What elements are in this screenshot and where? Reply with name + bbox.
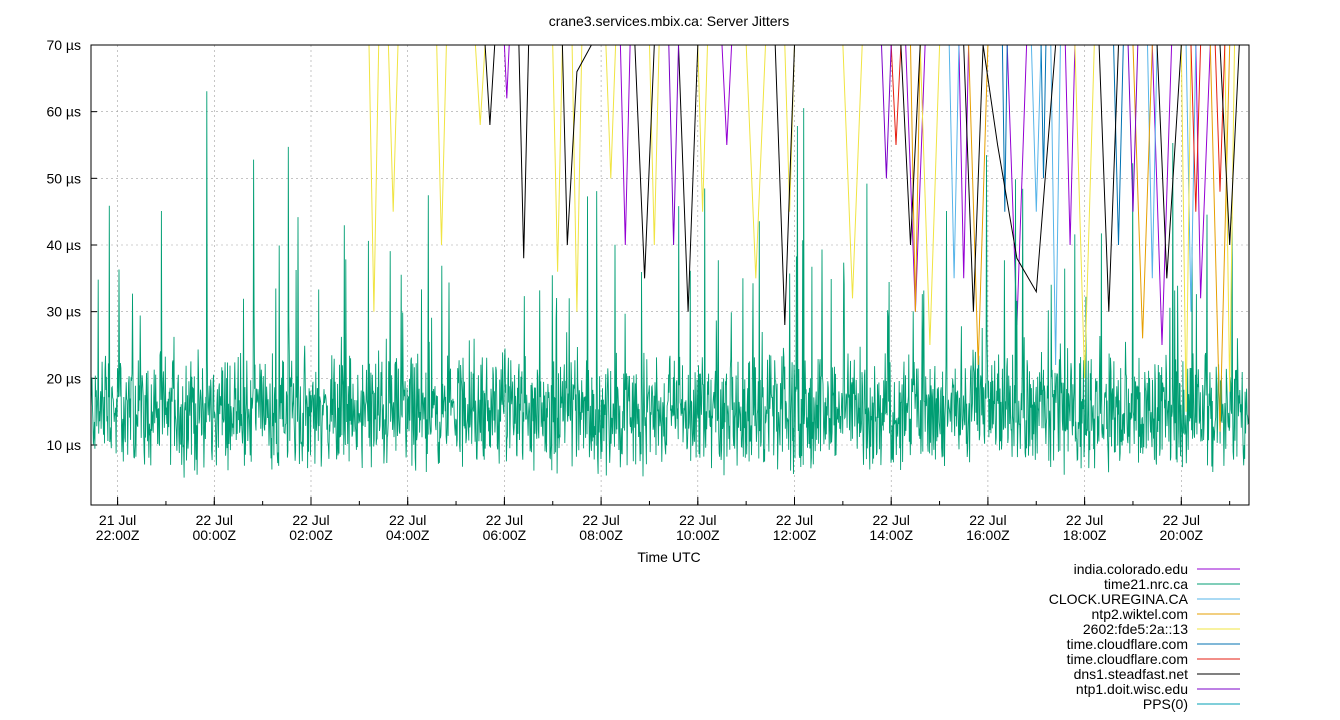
x-tick-date: 22 Jul: [292, 512, 329, 528]
x-tick-time: 20:00Z: [1160, 527, 1204, 543]
x-tick-time: 22:00Z: [96, 527, 140, 543]
y-tick-label: 10 µs: [46, 437, 81, 453]
x-tick-date: 22 Jul: [776, 512, 813, 528]
y-tick-label: 20 µs: [46, 370, 81, 386]
legend-label: ntp2.wiktel.com: [1092, 606, 1188, 622]
x-tick-date: 22 Jul: [1066, 512, 1103, 528]
y-axis: 10 µs 20 µs 30 µs 40 µs 50 µs 60 µs 70 µs: [46, 37, 97, 453]
x-tick-date: 22 Jul: [196, 512, 233, 528]
legend-label: CLOCK.UREGINA.CA: [1049, 591, 1189, 607]
x-tick-date: 21 Jul: [99, 512, 136, 528]
series-line: [368, 45, 1235, 412]
series-line: [890, 45, 1226, 212]
series-layer: [91, 45, 1249, 478]
x-tick-time: 08:00Z: [579, 527, 623, 543]
x-tick-date: 22 Jul: [873, 512, 910, 528]
y-tick-label: 30 µs: [46, 304, 81, 320]
x-tick-time: 16:00Z: [966, 527, 1010, 543]
series-line: [1001, 45, 1124, 246]
x-tick-time: 18:00Z: [1063, 527, 1107, 543]
y-tick-label: 70 µs: [46, 37, 81, 53]
plot-frame: [90, 44, 1250, 506]
x-tick-time: 06:00Z: [483, 527, 527, 543]
x-tick-date: 22 Jul: [1163, 512, 1200, 528]
legend-label: PPS(0): [1143, 696, 1188, 712]
legend-label: time.cloudflare.com: [1067, 636, 1188, 652]
x-tick-date: 22 Jul: [679, 512, 716, 528]
legend-label: ntp1.doit.wisc.edu: [1076, 681, 1188, 697]
y-tick-label: 60 µs: [46, 104, 81, 120]
legend: india.colorado.edutime21.nrc.caCLOCK.URE…: [1049, 561, 1240, 712]
x-tick-time: 00:00Z: [192, 527, 236, 543]
x-tick-date: 22 Jul: [389, 512, 426, 528]
legend-label: india.colorado.edu: [1074, 561, 1188, 577]
x-tick-time: 04:00Z: [386, 527, 430, 543]
legend-label: time21.nrc.ca: [1104, 576, 1188, 592]
x-tick-date: 22 Jul: [582, 512, 619, 528]
legend-label: 2602:fde5:2a::13: [1083, 621, 1188, 637]
x-tick-time: 10:00Z: [676, 527, 720, 543]
x-tick-date: 22 Jul: [969, 512, 1006, 528]
y-tick-label: 50 µs: [46, 170, 81, 186]
legend-label: dns1.steadfast.net: [1074, 666, 1189, 682]
x-tick-date: 22 Jul: [486, 512, 523, 528]
series-line: [484, 45, 1240, 326]
x-axis-label: Time UTC: [637, 549, 700, 565]
series-line: [948, 45, 1197, 366]
x-tick-time: 14:00Z: [869, 527, 913, 543]
series-line: [503, 45, 1211, 346]
legend-label: time.cloudflare.com: [1067, 651, 1188, 667]
chart-title: crane3.services.mbix.ca: Server Jitters: [549, 13, 789, 29]
series-line: [668, 45, 1139, 246]
series-line: [910, 45, 1231, 432]
x-tick-time: 12:00Z: [773, 527, 817, 543]
y-tick-label: 40 µs: [46, 237, 81, 253]
x-tick-time: 02:00Z: [289, 527, 333, 543]
series-line: [91, 91, 1249, 478]
